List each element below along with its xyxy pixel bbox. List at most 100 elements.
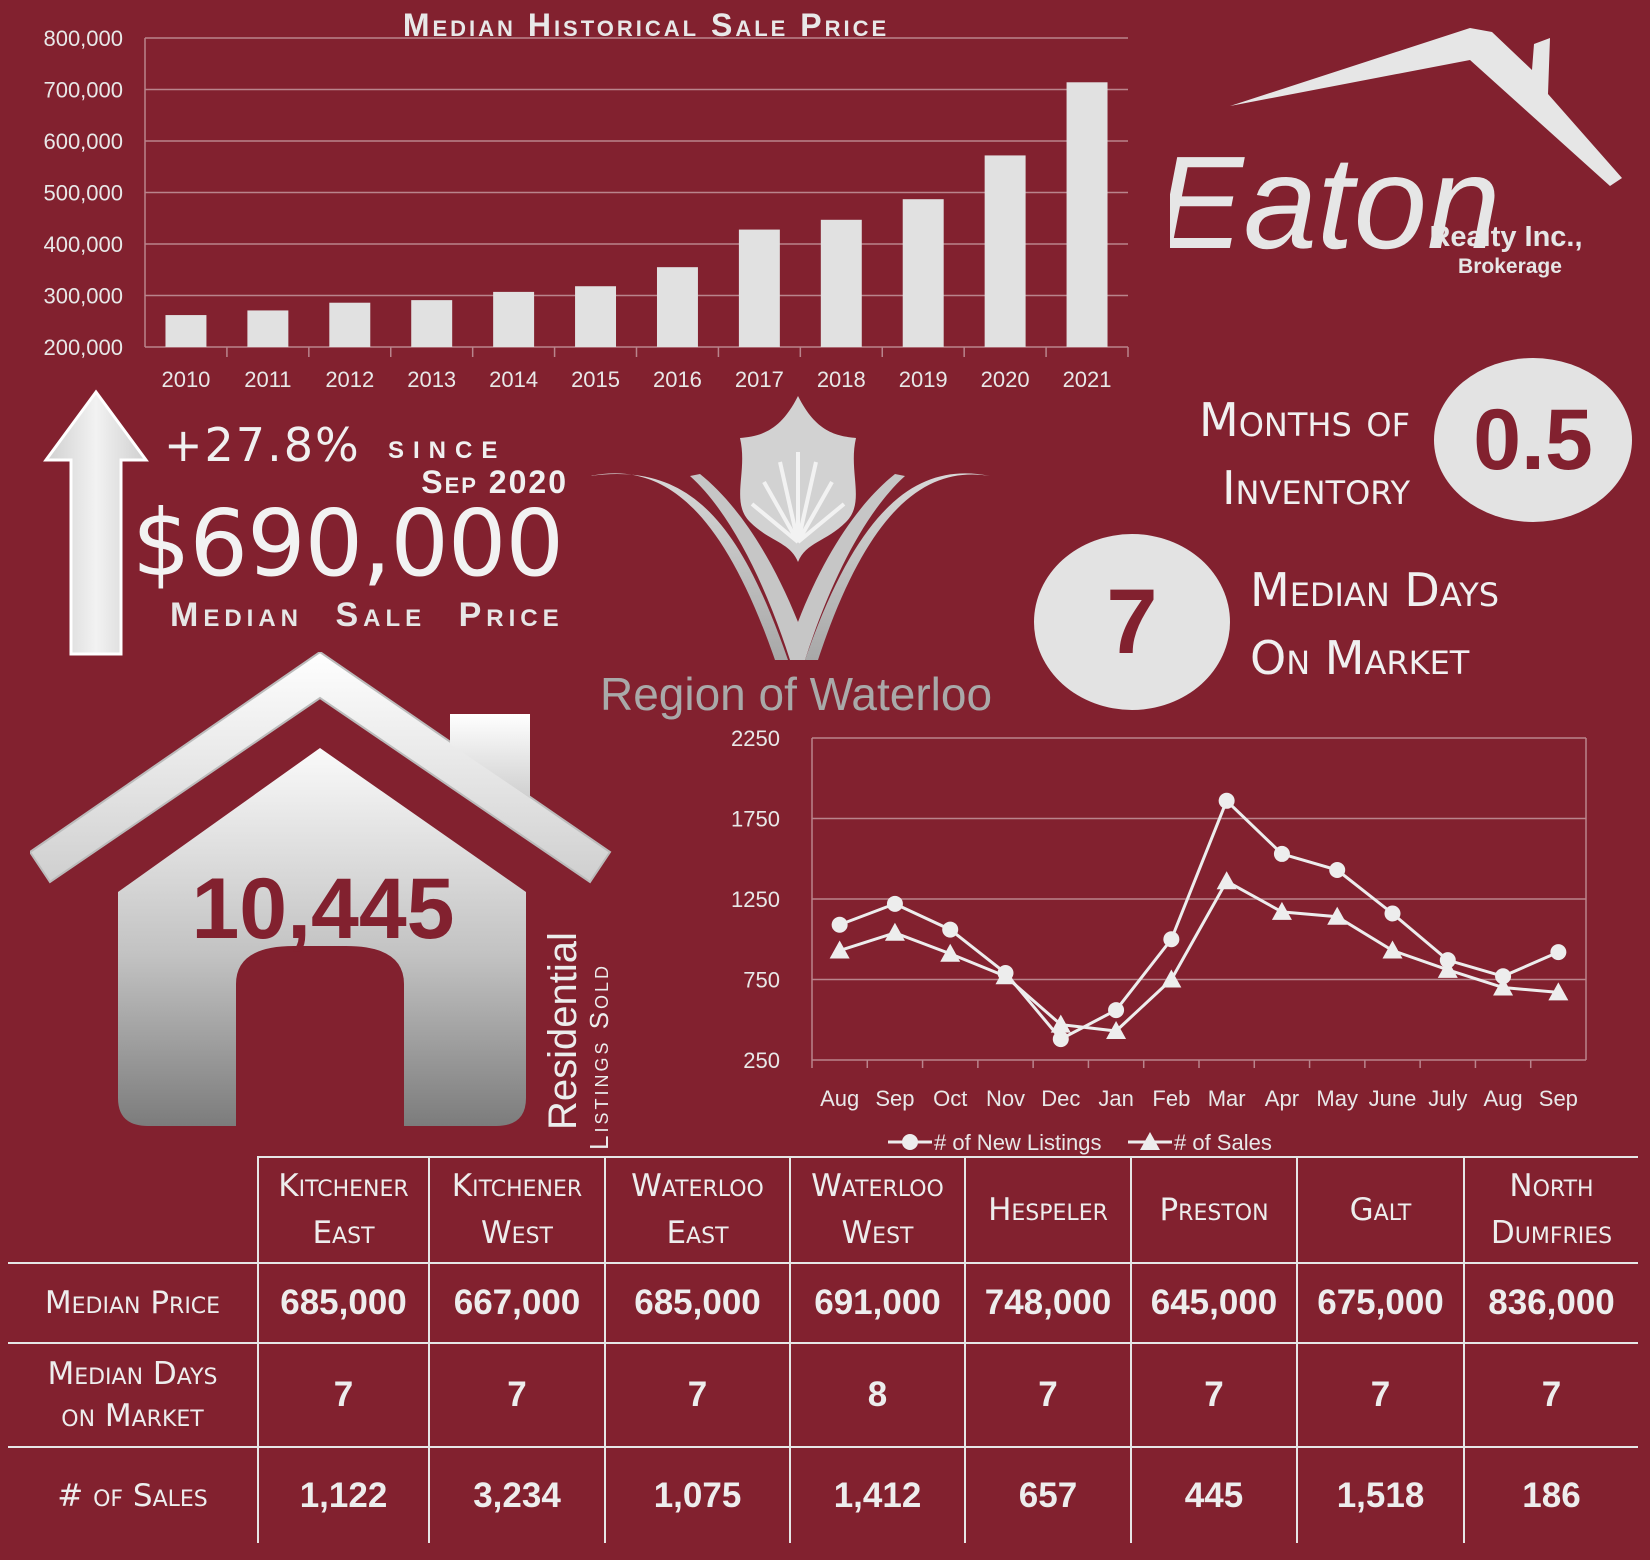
- median-days-label-line1: Median Days: [1250, 563, 1500, 617]
- table-cell: 667,000: [428, 1262, 606, 1344]
- bar-2018: [820, 219, 862, 347]
- line-point-0: [1329, 862, 1346, 879]
- col-header-preston: Preston: [1130, 1156, 1298, 1264]
- bar-x-tick-label: 2013: [407, 367, 456, 392]
- bar-x-tick-label: 2014: [489, 367, 538, 392]
- line-x-tick-label: June: [1369, 1086, 1417, 1111]
- bar-2021: [1066, 82, 1108, 347]
- line-x-tick-label: Feb: [1152, 1086, 1190, 1111]
- line-point-0: [1052, 1031, 1069, 1048]
- bar-x-tick-label: 2019: [899, 367, 948, 392]
- bar-2011: [247, 310, 289, 347]
- line-x-tick-label: Mar: [1208, 1086, 1246, 1111]
- table-cell: 7: [428, 1342, 606, 1448]
- col-header-kitchener-east: Kitchener East: [257, 1156, 430, 1264]
- line-point-1: [940, 943, 961, 962]
- table-cell: 836,000: [1463, 1262, 1638, 1344]
- line-point-0: [1550, 944, 1567, 961]
- median-days-label: Median Days On Market: [1250, 556, 1630, 692]
- bar-x-tick-label: 2011: [244, 367, 291, 392]
- bar-y-tick-label: 800,000: [43, 26, 123, 51]
- line-point-0: [1163, 931, 1180, 948]
- bar-2015: [575, 286, 617, 347]
- legend-label-1: # of Sales: [1174, 1130, 1272, 1155]
- line-x-tick-label: Dec: [1041, 1086, 1080, 1111]
- col-header-waterloo-east: Waterloo East: [604, 1156, 791, 1264]
- since-date: Sep 2020: [421, 464, 568, 500]
- bar-x-tick-label: 2018: [817, 367, 866, 392]
- months-inventory-label: Months of Inventory: [1080, 386, 1410, 522]
- line-point-1: [1106, 1021, 1127, 1040]
- bar-x-tick-label: 2016: [653, 367, 702, 392]
- line-x-tick-label: Sep: [875, 1086, 914, 1111]
- house-icon: [30, 652, 612, 1126]
- bar-2012: [329, 302, 371, 347]
- line-point-0: [1384, 905, 1401, 922]
- line-y-tick-label: 250: [743, 1048, 780, 1073]
- listings-sold-value: 10,445: [191, 861, 455, 957]
- table-cell: 657: [964, 1446, 1132, 1543]
- area-stats-table: Kitchener East Kitchener West Waterloo East…: [8, 1156, 1638, 1543]
- bar-2016: [656, 267, 698, 347]
- table-cell: 7: [604, 1342, 791, 1448]
- line-point-0: [831, 916, 848, 933]
- table-cell: 1,518: [1296, 1446, 1465, 1543]
- bar-x-tick-label: 2020: [981, 367, 1030, 392]
- bar-x-tick-label: 2021: [1063, 367, 1112, 392]
- line-y-tick-label: 750: [743, 968, 780, 993]
- line-y-tick-label: 2250: [731, 726, 780, 751]
- line-point-1: [1271, 901, 1292, 920]
- line-chart-legend: # of New Listings # of Sales: [888, 1130, 1272, 1155]
- months-inventory-label-line2: Inventory: [1221, 461, 1410, 515]
- line-x-tick-label: Nov: [986, 1086, 1025, 1111]
- row-label-median-price: Median Price: [8, 1262, 259, 1344]
- bar-y-tick-label: 600,000: [43, 129, 123, 154]
- median-price-bar-chart: Median Historical Sale Price 200,000 300,…: [43, 7, 1129, 392]
- bar-chart-title: Median Historical Sale Price: [403, 7, 889, 43]
- table-cell: 186: [1463, 1446, 1638, 1543]
- table-cell: 685,000: [604, 1262, 791, 1344]
- line-point-0: [1218, 792, 1235, 809]
- table-cell: 748,000: [964, 1262, 1132, 1344]
- bar-x-tick-label: 2017: [735, 367, 784, 392]
- row-label-median-days: Median Days on Market: [8, 1342, 259, 1448]
- line-point-1: [1548, 982, 1569, 1001]
- bar-x-tick-label: 2015: [571, 367, 620, 392]
- table-cell: 7: [964, 1342, 1132, 1448]
- legend-marker-0: [902, 1134, 918, 1150]
- line-point-1: [884, 922, 905, 941]
- bar-2020: [984, 155, 1026, 347]
- brand-line2: Brokerage: [1458, 255, 1562, 278]
- line-point-0: [886, 895, 903, 912]
- bar-2013: [411, 300, 453, 347]
- line-x-tick-label: May: [1316, 1086, 1358, 1111]
- table-cell: 7: [257, 1342, 430, 1448]
- table-cell: 445: [1130, 1446, 1298, 1543]
- listings-sold-label-line1: Residential: [541, 932, 585, 1130]
- col-header-galt: Galt: [1296, 1156, 1465, 1264]
- table-cell: 691,000: [789, 1262, 966, 1344]
- table-cell: 3,234: [428, 1446, 606, 1543]
- line-point-0: [1273, 845, 1290, 862]
- line-point-0: [1108, 1002, 1125, 1019]
- row-label-num-sales: # of Sales: [8, 1446, 259, 1543]
- table-row-num-sales: # of Sales 1,122 3,234 1,075 1,412 657 4…: [8, 1446, 1638, 1543]
- bar-y-tick-label: 400,000: [43, 232, 123, 257]
- table-cell: 7: [1296, 1342, 1465, 1448]
- line-x-tick-label: Apr: [1265, 1086, 1299, 1111]
- table-cell: 1,412: [789, 1446, 966, 1543]
- line-point-1: [1327, 906, 1348, 925]
- line-series-1: [839, 879, 1559, 1033]
- eaton-logo: Eaton Realty Inc., Brokerage: [1170, 28, 1622, 278]
- line-point-1: [1437, 959, 1458, 978]
- legend-marker-1: [1140, 1132, 1160, 1150]
- bar-2019: [902, 199, 944, 347]
- region-logo-text: Region of Waterloo: [600, 668, 992, 720]
- line-point-1: [995, 966, 1016, 985]
- line-point-1: [1382, 940, 1403, 959]
- table-corner: [8, 1157, 259, 1264]
- line-point-1: [1050, 1014, 1071, 1033]
- line-point-1: [829, 940, 850, 959]
- line-point-0: [942, 921, 959, 938]
- table-cell: 1,075: [604, 1446, 791, 1543]
